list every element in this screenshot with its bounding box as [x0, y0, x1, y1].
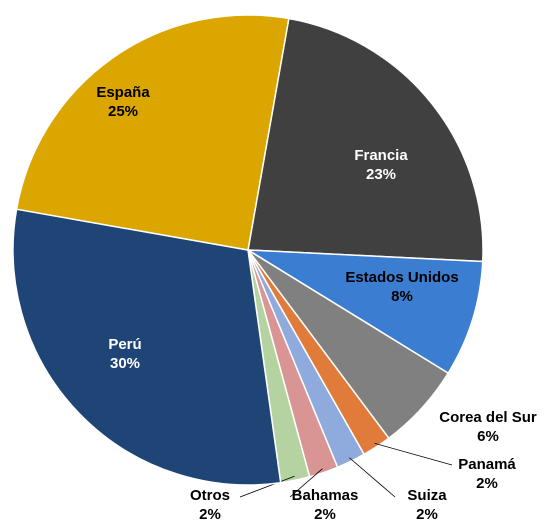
slice-label: Otros	[190, 487, 230, 504]
pie-slice	[15, 14, 290, 251]
slice-label: Francia	[354, 147, 408, 164]
leader-line	[289, 468, 323, 498]
slice-value: 30%	[110, 355, 140, 372]
slice-label: Suiza	[407, 487, 447, 504]
slice-label: Bahamas	[292, 487, 359, 504]
slice-value: 2%	[476, 475, 498, 492]
pie-slice	[247, 249, 484, 375]
slice-label: Panamá	[458, 456, 516, 473]
slice-label: Perú	[108, 336, 141, 353]
pie-slice	[12, 208, 282, 486]
slice-value: 8%	[391, 288, 413, 305]
leader-line	[374, 442, 453, 466]
slice-value: 2%	[314, 506, 336, 523]
slice-value: 25%	[108, 103, 138, 120]
leader-line	[349, 457, 396, 498]
slice-label: España	[96, 84, 150, 101]
slice-value: 2%	[416, 506, 438, 523]
slice-label: Estados Unidos	[345, 269, 458, 286]
slice-label: Corea del Sur	[439, 409, 537, 426]
leader-line	[239, 475, 295, 498]
slice-value: 2%	[199, 506, 221, 523]
slice-value: 23%	[366, 166, 396, 183]
pie-slice	[247, 17, 484, 263]
slice-value: 6%	[477, 428, 499, 445]
